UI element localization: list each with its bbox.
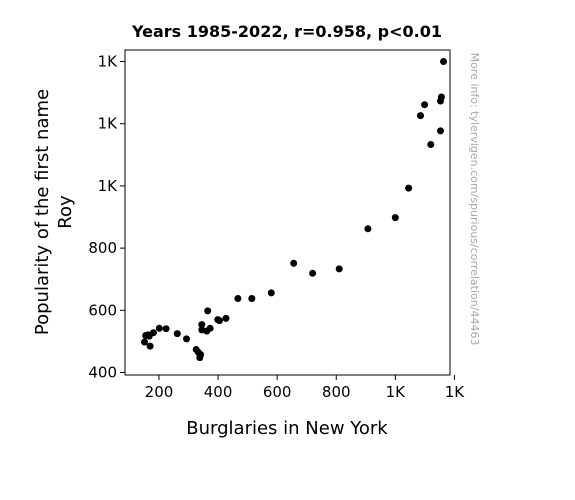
y-axis-label-line-2: Roy xyxy=(55,195,76,229)
x-axis-label: Burglaries in New York xyxy=(186,418,388,439)
data-point-8 xyxy=(391,214,399,222)
y-tick-label-1: 600 xyxy=(88,301,117,319)
data-point-10 xyxy=(335,265,343,273)
data-point-36 xyxy=(141,338,148,346)
data-point-15 xyxy=(234,295,242,302)
data-point-14 xyxy=(248,295,256,302)
x-tick-label-1: 400 xyxy=(204,383,233,401)
data-point-13 xyxy=(267,289,275,297)
data-point-27 xyxy=(192,346,200,353)
x-axis-ticks: 200 400 600 800 1K 1K xyxy=(145,375,466,401)
plot-frame xyxy=(124,49,451,376)
data-point-20 xyxy=(204,307,212,315)
y-tick-label-4: 1K xyxy=(98,115,119,133)
data-point-0 xyxy=(440,58,447,65)
data-point-5 xyxy=(437,127,444,135)
data-point-18 xyxy=(216,317,223,325)
x-tick-label-5: 1K xyxy=(445,383,466,401)
data-point-37 xyxy=(146,342,154,350)
x-tick-label-0: 200 xyxy=(145,383,174,401)
data-point-29 xyxy=(173,330,181,338)
data-point-25 xyxy=(196,354,204,362)
data-point-30 xyxy=(162,325,170,333)
data-point-23 xyxy=(198,326,206,334)
data-point-28 xyxy=(183,335,190,343)
data-point-3 xyxy=(421,101,429,109)
x-tick-label-2: 600 xyxy=(263,383,292,401)
data-point-7 xyxy=(405,184,413,192)
x-tick-label-3: 800 xyxy=(322,383,351,401)
data-point-22 xyxy=(198,321,206,329)
chart-title: Years 1985-2022, r=0.958, p<0.01 xyxy=(131,22,442,41)
data-point-6 xyxy=(427,141,435,148)
data-point-35 xyxy=(142,332,150,339)
data-point-4 xyxy=(417,112,424,120)
source-watermark: More info: tylervigen.com/spurious/corre… xyxy=(468,53,481,346)
data-point-2 xyxy=(437,97,444,105)
y-axis-label-line-1: Popularity of the first name xyxy=(32,89,53,335)
data-point-11 xyxy=(309,269,317,277)
data-point-12 xyxy=(290,259,298,267)
y-tick-label-3: 1K xyxy=(98,177,119,195)
data-points xyxy=(141,58,447,362)
y-tick-label-5: 1K xyxy=(98,53,119,71)
data-point-16 xyxy=(222,314,230,322)
data-point-31 xyxy=(155,324,163,332)
y-tick-label-0: 400 xyxy=(88,364,117,382)
data-point-9 xyxy=(364,225,372,233)
y-axis-ticks: 400 600 800 1K 1K 1K xyxy=(88,53,125,382)
x-tick-label-4: 1K xyxy=(386,383,407,401)
y-tick-label-2: 800 xyxy=(88,239,117,257)
